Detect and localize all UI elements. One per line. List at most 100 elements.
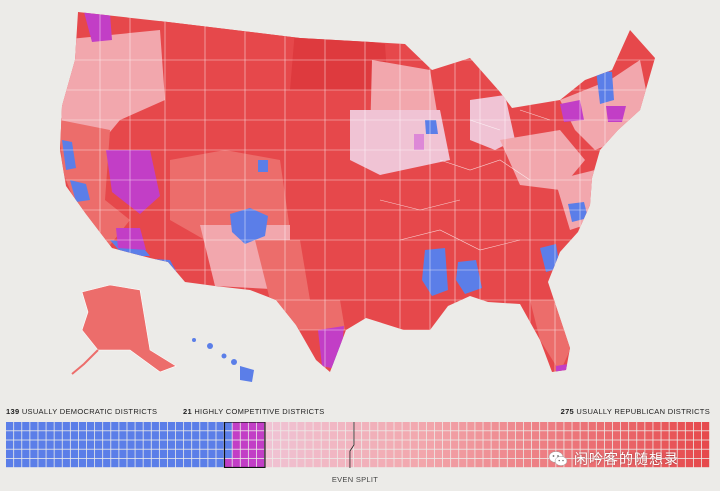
hawaii [192,338,254,382]
district-cell [22,449,30,458]
district-cell [78,458,87,468]
district-cell [86,458,95,468]
district-cell [564,440,572,449]
district-cell [378,458,386,468]
dem-district-utah [258,160,268,172]
district-cell [426,458,435,468]
district-cell [386,422,394,431]
district-cell [418,422,426,431]
district-cell [30,449,38,458]
district-cell [467,458,475,468]
district-cell [564,431,572,440]
district-cell [167,422,176,431]
district-cell [127,440,135,449]
district-cell [281,449,289,458]
district-cell [345,422,354,431]
district-cell [95,458,103,468]
even-split-label: EVEN SPLIT [331,475,379,484]
district-cell [620,431,629,440]
district-cell [119,431,127,440]
district-cell [418,440,426,449]
district-cell [540,431,548,440]
district-cell [394,422,402,431]
district-cell [167,431,176,440]
district-cell [483,458,491,468]
district-cell [459,431,467,440]
district-cell [159,440,168,449]
district-cell [612,458,621,468]
district-cell [556,422,564,431]
district-cell [386,458,394,468]
district-cell [54,431,62,440]
district-cell [248,440,257,449]
district-cell [693,422,702,431]
district-cell [499,431,507,440]
district-cell [475,458,483,468]
district-cell [596,422,604,431]
district-cell [451,431,459,440]
district-cell [135,440,143,449]
district-cell [434,440,443,449]
district-cell [661,440,669,449]
district-cell [337,440,346,449]
district-cell [685,422,694,431]
district-cell [669,431,677,440]
district-cell [54,422,62,431]
district-cell [273,431,281,440]
district-cell [451,458,459,468]
district-cell [337,431,346,440]
district-cell [483,449,491,458]
district-cell [289,449,297,458]
district-cell [273,458,281,468]
district-cell [531,458,540,468]
district-cell [151,458,159,468]
district-cell [240,440,248,449]
district-cell [426,431,435,440]
district-cell [184,431,192,440]
district-cell [669,458,677,468]
district-cell [184,458,192,468]
district-cell [305,449,313,458]
district-cell [184,449,192,458]
district-cell [151,449,159,458]
legend-rep-label: 275 USUALLY REPUBLICAN DISTRICTS [561,407,710,416]
district-cell [313,431,321,440]
district-cell [353,449,362,458]
district-cell [483,440,491,449]
district-cell [564,422,572,431]
competitive-district-massachusetts [606,106,626,122]
dem-district-alabama [456,260,482,294]
alaska [81,284,177,373]
district-cell [62,431,70,440]
district-cell [556,440,564,449]
district-cell [305,422,313,431]
district-cell [588,449,596,458]
district-cell [6,458,14,468]
district-cell [216,422,224,431]
district-cell [604,440,613,449]
district-cell [54,449,62,458]
district-cell [685,440,694,449]
district-cell [119,440,127,449]
district-cell [588,458,596,468]
district-cell [345,449,354,458]
district-cell [281,440,289,449]
district-cell [30,422,38,431]
legend-competitive-label: 21 HIGHLY COMPETITIVE DISTRICTS [183,407,325,416]
district-cell [515,440,524,449]
district-cell [580,449,588,458]
district-cell [329,449,337,458]
district-cell [523,440,532,449]
district-cell [475,449,483,458]
district-cell [661,431,669,440]
district-cell [297,422,305,431]
district-cell [224,422,232,431]
district-cell [345,440,354,449]
district-cell [135,449,143,458]
district-cell [111,422,119,431]
district-cell [580,431,588,440]
district-cell [289,440,297,449]
district-cell [491,449,499,458]
district-cell [507,449,515,458]
district-cell [507,431,515,440]
